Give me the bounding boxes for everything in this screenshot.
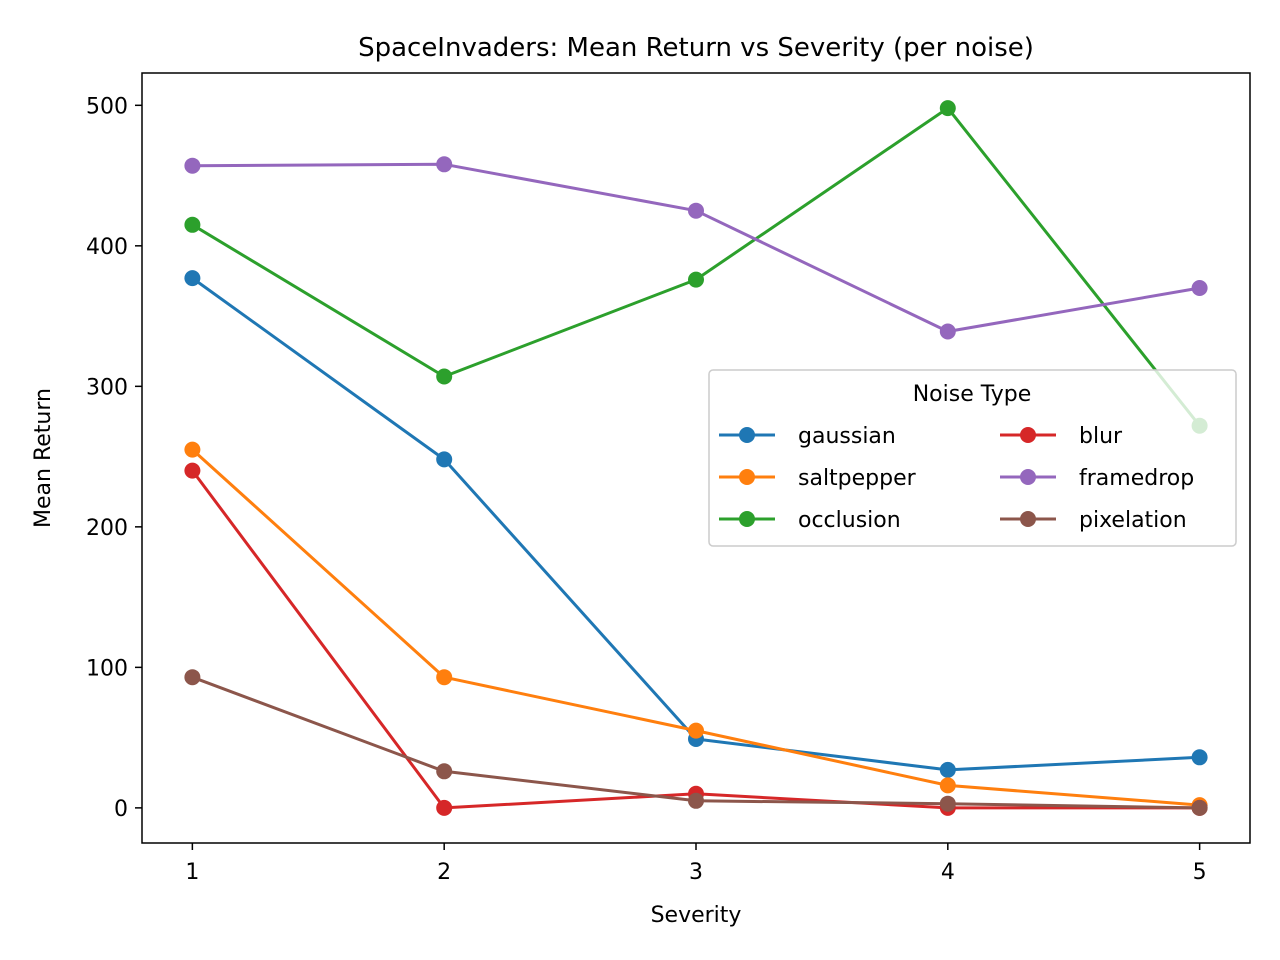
legend-marker [739,469,755,485]
data-point-framedrop-5 [1191,280,1208,296]
legend-marker [1020,469,1036,485]
x-tick-label: 2 [437,860,451,885]
data-point-framedrop-4 [939,323,956,340]
data-point-saltpepper-1 [184,441,201,458]
x-axis-title: Severity [651,903,742,928]
data-point-pixelation-1 [184,669,201,686]
data-point-blur-2 [436,799,453,816]
chart-title: SpaceInvaders: Mean Return vs Severity (… [358,33,1034,63]
legend-marker [1020,427,1036,443]
legend-entry-saltpepper: saltpepper [719,466,917,491]
series-framedrop [184,156,1208,340]
plot-area [184,100,1208,816]
series-pixelation [184,669,1208,816]
data-point-framedrop-3 [688,202,704,219]
x-tick-label: 3 [689,860,703,885]
data-point-occlusion-2 [436,368,453,385]
y-tick-label: 0 [114,797,128,822]
data-point-framedrop-1 [184,157,201,174]
data-point-gaussian-4 [939,761,956,778]
legend-entry-framedrop: framedrop [1000,466,1194,491]
axes: 1 2 3 4 5 0 100 200 300 400 500 [86,94,1207,885]
y-tick-label: 200 [86,516,128,541]
legend-title: Noise Type [913,382,1032,407]
legend-marker [739,427,755,443]
data-point-pixelation-5 [1191,799,1208,816]
legend-label: gaussian [798,424,896,449]
legend-entry-occlusion: occlusion [719,508,901,533]
series-gaussian [184,270,1208,778]
data-point-blur-1 [184,462,201,479]
legend-label: pixelation [1079,508,1187,533]
y-tick-label: 100 [86,656,128,681]
data-point-occlusion-3 [688,271,704,288]
data-point-gaussian-5 [1191,749,1208,766]
data-point-occlusion-1 [184,216,201,233]
data-point-saltpepper-4 [939,777,956,794]
legend: Noise Type gaussian saltpepper occlusion bl… [708,369,1237,547]
data-point-gaussian-1 [184,270,201,287]
y-tick-label: 500 [86,94,128,119]
legend-entry-blur: blur [1000,424,1123,449]
x-tick-label: 1 [185,860,199,885]
legend-label: framedrop [1079,466,1194,491]
legend-label: occlusion [798,508,901,533]
data-point-occlusion-4 [939,100,956,117]
legend-entry-pixelation: pixelation [1000,508,1187,533]
legend-label: blur [1079,424,1123,449]
data-point-framedrop-2 [436,156,453,173]
legend-box [708,369,1237,547]
data-point-pixelation-2 [436,763,453,780]
data-point-saltpepper-2 [436,669,453,686]
legend-entry-gaussian: gaussian [719,424,896,449]
legend-marker [739,511,755,527]
legend-marker [1020,511,1036,527]
data-point-gaussian-2 [436,451,453,468]
legend-label: saltpepper [798,466,917,491]
data-point-saltpepper-3 [688,722,704,739]
y-axis-title: Mean Return [31,388,56,528]
x-tick-label: 4 [941,860,955,885]
y-tick-label: 300 [86,375,128,400]
data-point-pixelation-3 [688,792,704,809]
data-point-pixelation-4 [939,795,956,812]
x-tick-label: 5 [1193,860,1207,885]
y-tick-label: 400 [86,235,128,260]
